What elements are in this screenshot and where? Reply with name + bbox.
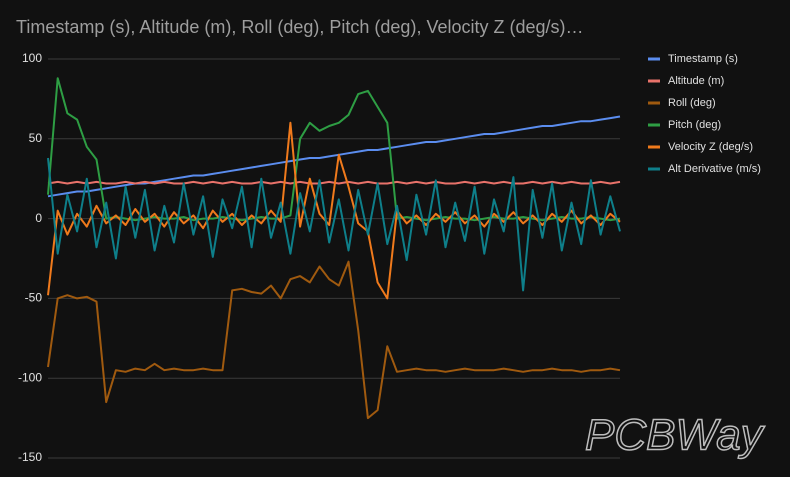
y-tick-label: 100 [22, 51, 42, 65]
legend-label: Pitch (deg) [668, 119, 721, 131]
y-tick-label: -150 [18, 450, 42, 464]
y-tick-label: -50 [25, 291, 43, 305]
legend-label: Velocity Z (deg/s) [668, 141, 753, 153]
series-line [47, 121, 621, 300]
y-tick-label: -100 [18, 370, 42, 384]
watermark: PCBWay [585, 411, 766, 460]
legend-label: Roll (deg) [668, 97, 716, 109]
chart-title: Timestamp (s), Altitude (m), Roll (deg),… [16, 17, 584, 37]
legend-label: Altitude (m) [668, 75, 724, 87]
series-line [47, 157, 621, 292]
legend-label: Alt Derivative (m/s) [668, 163, 761, 175]
series-line [47, 115, 621, 198]
series-line [47, 260, 621, 420]
y-tick-label: 50 [29, 131, 43, 145]
legend-label: Timestamp (s) [668, 53, 738, 65]
y-tick-label: 0 [35, 211, 42, 225]
